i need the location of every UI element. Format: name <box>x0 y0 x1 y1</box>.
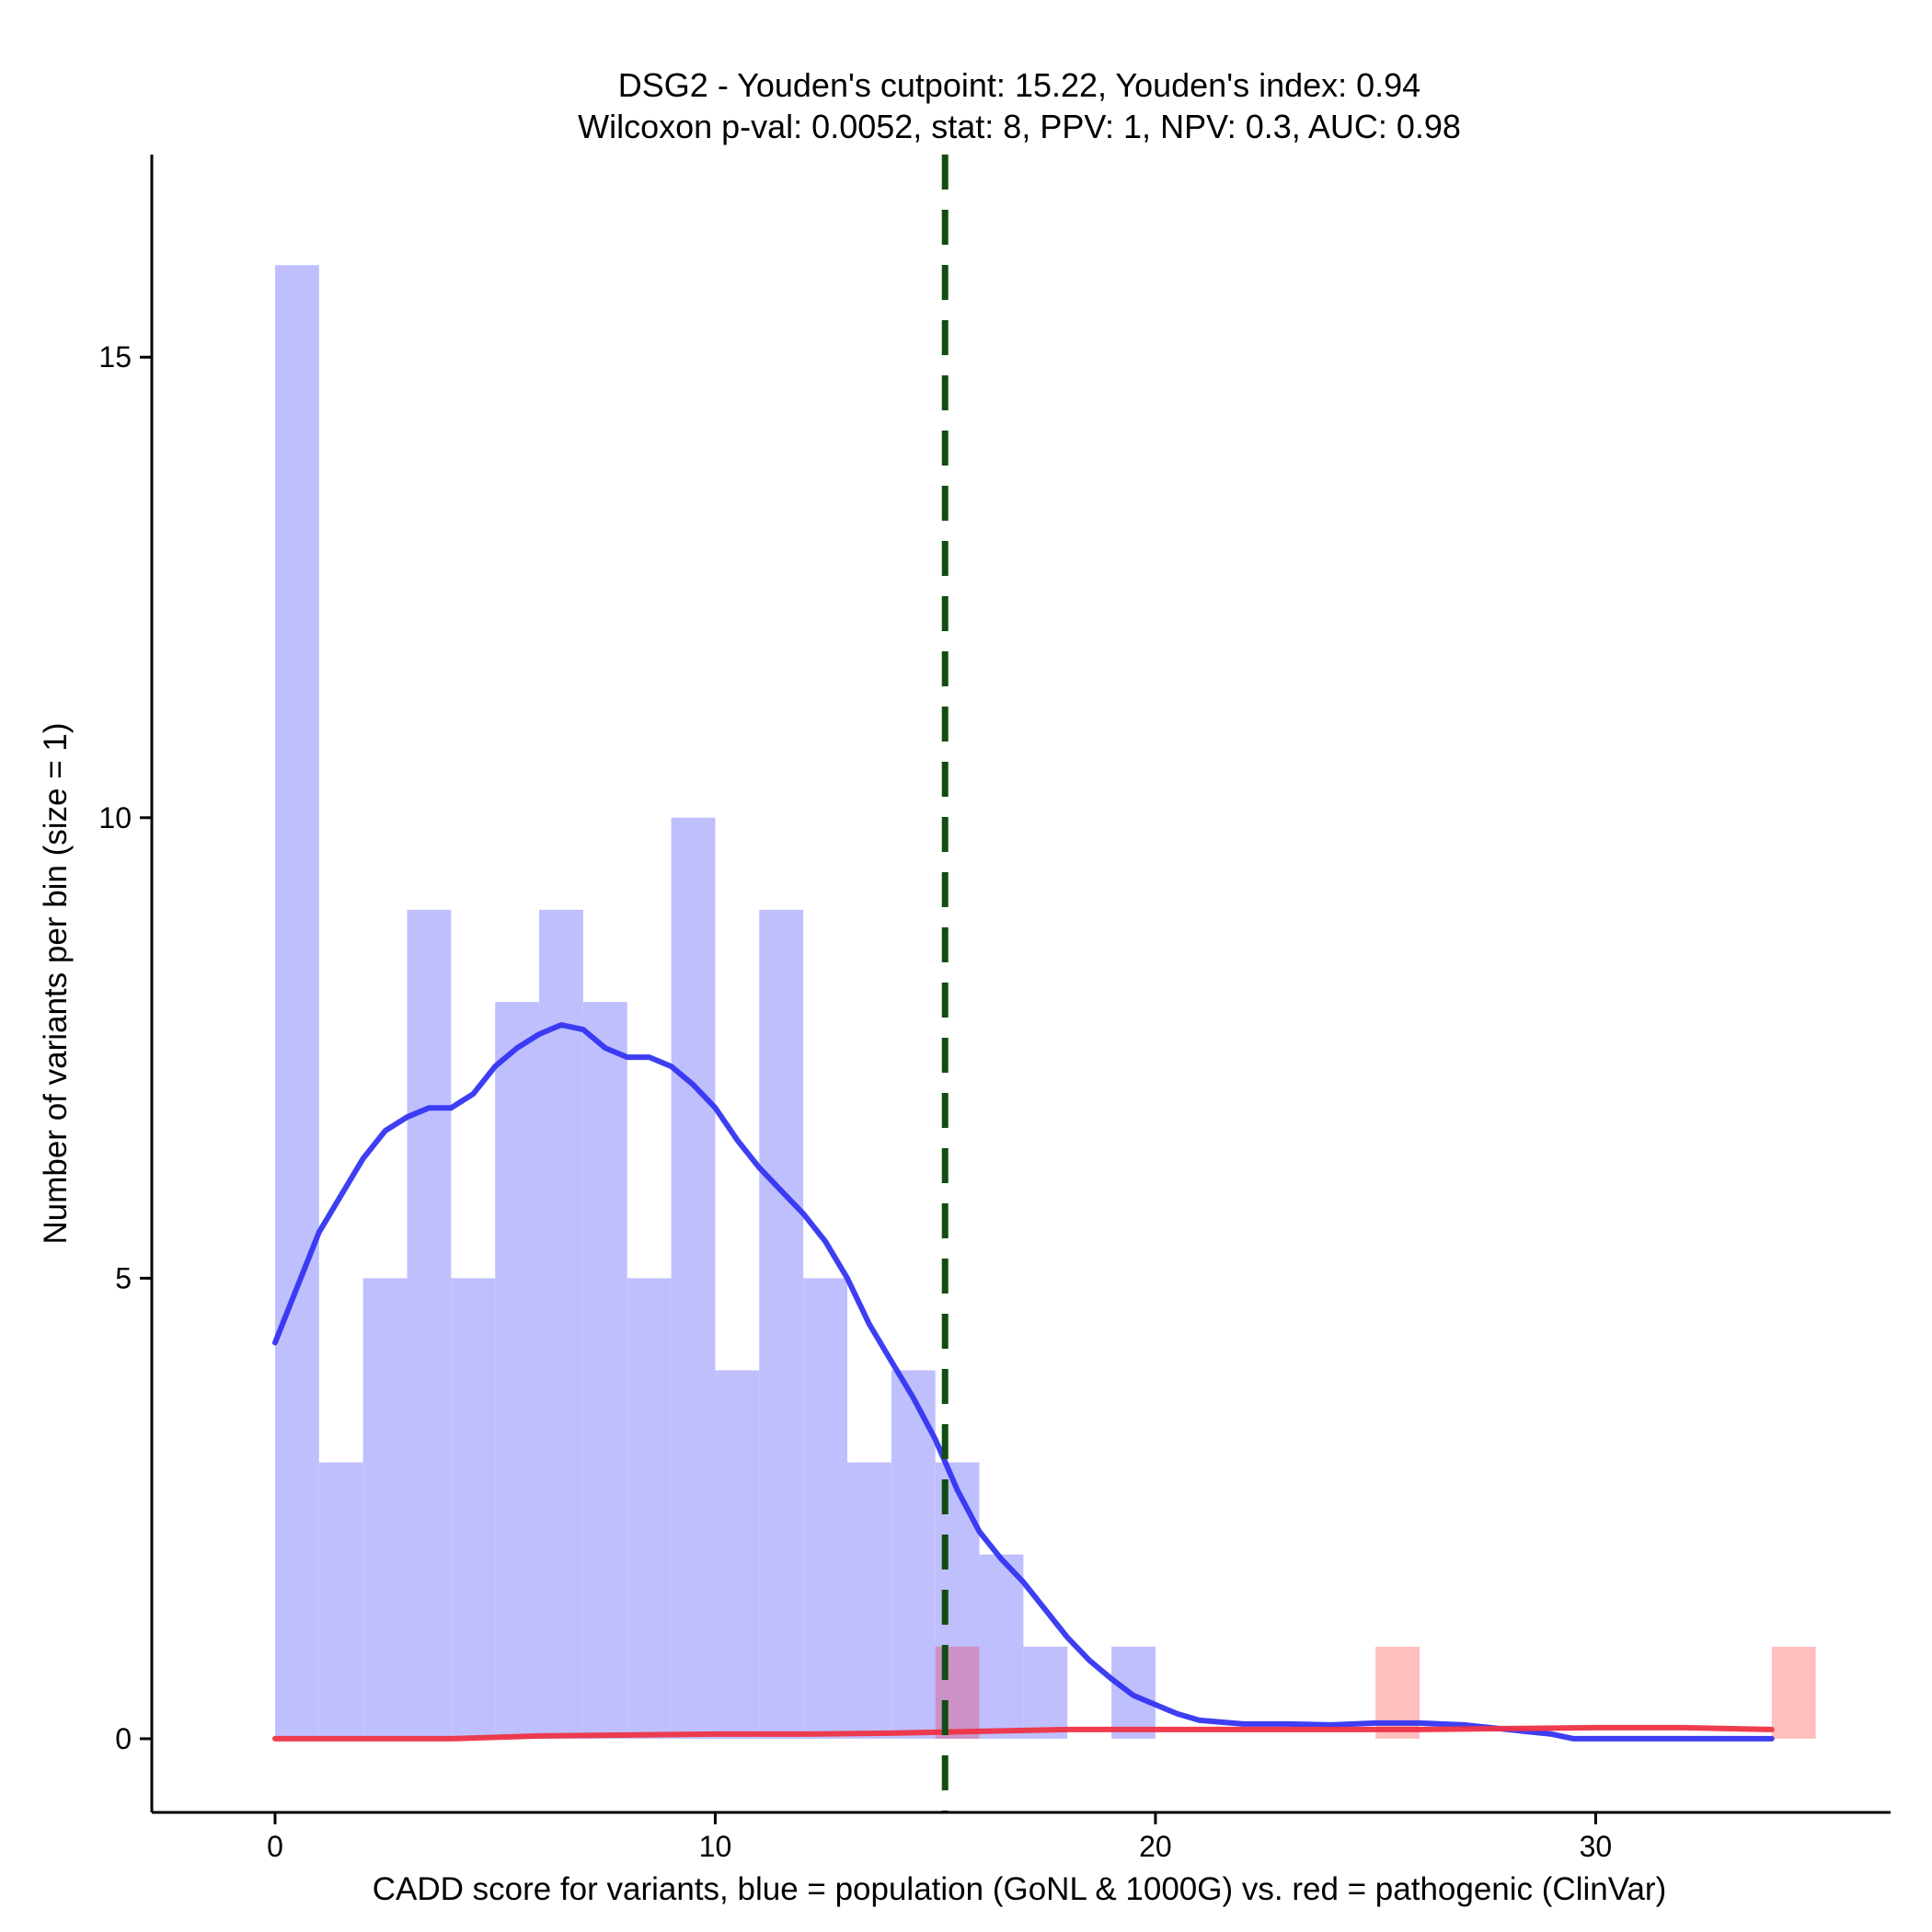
histogram-bar-population <box>803 1278 847 1739</box>
axis-ticks: 0 10 20 30 0 5 10 15 <box>98 340 1612 1863</box>
histogram-bar-population <box>362 1278 408 1739</box>
histogram-bar-population <box>451 1278 496 1739</box>
histogram-bar-population <box>759 909 804 1739</box>
x-axis-label: CADD score for variants, blue = populati… <box>373 1871 1667 1907</box>
y-tick-label: 5 <box>115 1261 132 1294</box>
histogram-bar-population <box>582 1002 627 1739</box>
histogram-bar-population <box>495 1002 540 1739</box>
chart-title: DSG2 - Youden's cutpoint: 15.22, Youden'… <box>618 66 1420 104</box>
y-axis-label: Number of variants per bin (size = 1) <box>38 722 74 1244</box>
chart-subtitle: Wilcoxon p-val: 0.0052, stat: 8, PPV: 1,… <box>578 108 1461 145</box>
histogram-bar-population <box>274 265 319 1739</box>
histogram-bar-population <box>318 1462 363 1739</box>
y-tick-label: 0 <box>115 1722 132 1755</box>
histogram-bar-population <box>891 1370 936 1739</box>
histogram-bar-population <box>627 1278 672 1739</box>
plot-area <box>272 155 1816 1812</box>
x-tick-label: 10 <box>699 1830 732 1863</box>
histogram-bar-population <box>407 909 452 1739</box>
histogram-bar-population <box>1023 1646 1068 1739</box>
y-tick-label: 15 <box>98 340 132 374</box>
x-tick-label: 20 <box>1139 1830 1172 1863</box>
histogram-bar-population <box>671 817 716 1739</box>
histogram-bar-population <box>847 1462 891 1739</box>
y-tick-label: 10 <box>98 801 132 834</box>
density-curve-pathogenic <box>272 1724 1775 1742</box>
histogram-bar-population <box>715 1370 760 1739</box>
x-tick-label: 0 <box>267 1830 283 1863</box>
histogram-bar-pathogenic <box>1771 1646 1816 1739</box>
histogram-bar-population <box>539 909 583 1739</box>
histogram-bar-population <box>979 1554 1024 1739</box>
density-curve-population <box>272 1022 1775 1742</box>
x-tick-label: 30 <box>1580 1830 1613 1863</box>
